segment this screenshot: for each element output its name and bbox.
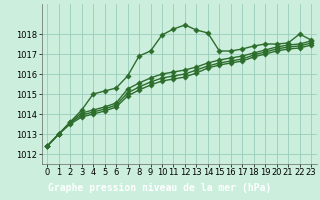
Text: Graphe pression niveau de la mer (hPa): Graphe pression niveau de la mer (hPa) (48, 183, 272, 193)
